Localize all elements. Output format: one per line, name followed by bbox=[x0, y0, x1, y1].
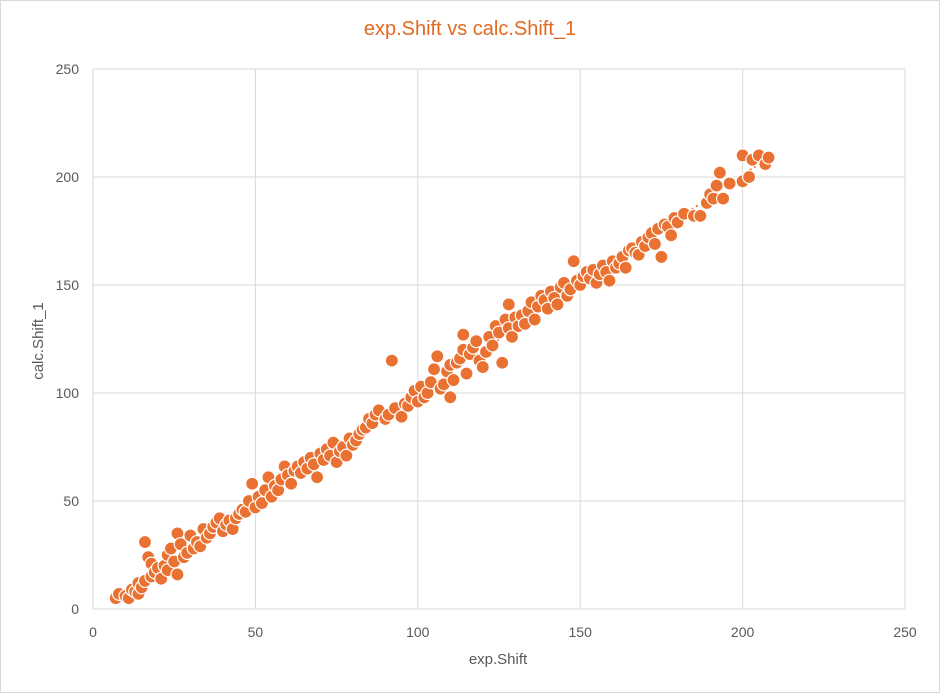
data-point bbox=[384, 353, 399, 368]
data-point bbox=[566, 254, 581, 269]
tick-labels: 0 50 100 150 200 250 0 50 100 150 200 250 bbox=[56, 61, 917, 640]
data-point bbox=[446, 372, 461, 388]
x-tick-label: 50 bbox=[248, 624, 264, 640]
y-tick-label: 50 bbox=[63, 493, 79, 509]
x-tick-label: 200 bbox=[731, 624, 755, 640]
data-point bbox=[647, 236, 663, 252]
data-point bbox=[712, 165, 727, 180]
data-point bbox=[654, 249, 669, 265]
data-point bbox=[310, 470, 325, 485]
data-point bbox=[443, 390, 458, 405]
data-point bbox=[469, 334, 484, 349]
data-point bbox=[741, 169, 757, 185]
data-point bbox=[284, 476, 299, 491]
x-axis-title: exp.Shift bbox=[469, 651, 528, 668]
x-tick-label: 150 bbox=[569, 624, 593, 640]
y-tick-label: 150 bbox=[56, 277, 80, 293]
data-point bbox=[456, 327, 471, 342]
data-point bbox=[709, 178, 724, 193]
data-point bbox=[722, 176, 737, 191]
data-point bbox=[459, 366, 474, 381]
y-tick-label: 200 bbox=[56, 169, 80, 185]
data-point bbox=[475, 359, 490, 375]
x-tick-label: 0 bbox=[89, 624, 97, 640]
chart-title: exp.Shift vs calc.Shift_1 bbox=[0, 18, 940, 41]
data-point bbox=[664, 228, 679, 243]
data-point bbox=[170, 567, 185, 582]
data-point bbox=[550, 297, 565, 312]
x-tick-label: 100 bbox=[406, 624, 430, 640]
data-point bbox=[602, 273, 617, 288]
y-axis-title: calc.Shift_1 bbox=[30, 302, 47, 380]
data-point bbox=[394, 409, 409, 424]
data-point bbox=[245, 476, 260, 491]
data-point bbox=[527, 312, 542, 327]
data-point bbox=[501, 297, 516, 312]
data-point bbox=[504, 329, 520, 344]
data-point bbox=[485, 338, 500, 353]
data-point bbox=[254, 496, 269, 511]
data-points bbox=[108, 148, 776, 606]
x-tick-label: 250 bbox=[893, 624, 917, 640]
data-point bbox=[693, 208, 708, 223]
y-tick-label: 250 bbox=[56, 61, 80, 77]
data-point bbox=[137, 534, 153, 550]
y-tick-label: 0 bbox=[71, 601, 79, 617]
data-point bbox=[761, 150, 776, 165]
data-point bbox=[495, 355, 510, 370]
title-x-part: exp.Shift bbox=[363, 18, 442, 40]
title-vs: vs bbox=[447, 18, 468, 40]
data-point bbox=[426, 362, 442, 377]
data-point bbox=[430, 349, 445, 364]
data-point bbox=[716, 191, 731, 206]
data-point bbox=[618, 260, 633, 275]
y-tick-label: 100 bbox=[56, 385, 80, 401]
data-point bbox=[339, 448, 354, 463]
title-y-part: calc.Shift_1 bbox=[472, 18, 577, 40]
